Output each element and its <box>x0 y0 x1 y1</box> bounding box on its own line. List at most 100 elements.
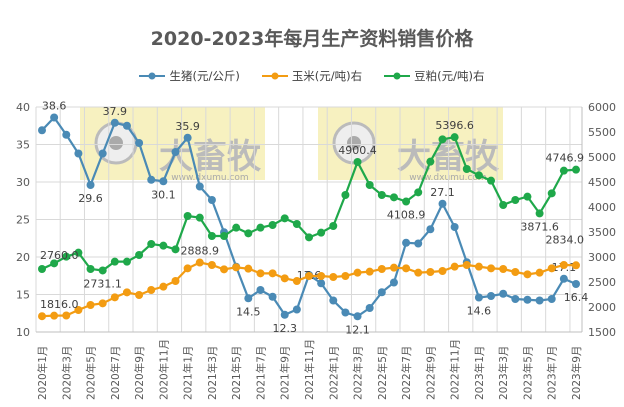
data-label: 14.5 <box>236 305 261 318</box>
data-point <box>426 268 435 276</box>
data-point <box>389 193 398 202</box>
legend-marker-icon <box>384 72 411 80</box>
data-point <box>305 272 313 280</box>
data-label: 16.4 <box>564 291 589 304</box>
data-point <box>268 269 277 278</box>
x-tick-label: 2022年5月 <box>376 346 389 400</box>
data-point <box>438 135 447 144</box>
data-label: 1816.0 <box>40 298 79 311</box>
data-point <box>122 288 131 297</box>
watermark-logo-icon <box>109 136 123 150</box>
y-left-tick-label: 35 <box>16 139 30 152</box>
data-point <box>135 251 144 259</box>
x-tick-label: 2022年3月 <box>352 346 365 400</box>
data-point <box>389 278 398 287</box>
data-label: 30.1 <box>151 188 176 201</box>
data-point <box>98 266 107 275</box>
data-point <box>511 295 520 303</box>
data-label: 4900.4 <box>338 144 377 157</box>
data-point <box>487 292 496 300</box>
data-label: 12.3 <box>272 322 297 335</box>
x-tick-label: 2021年3月 <box>206 346 219 400</box>
x-tick-label: 2021年5月 <box>230 346 243 400</box>
data-point <box>559 274 568 283</box>
data-label: 35.9 <box>175 120 200 133</box>
data-point <box>414 268 423 277</box>
x-tick-label: 2022年9月 <box>424 346 437 400</box>
data-point <box>426 157 435 166</box>
x-tick-label: 2022年7月 <box>400 346 413 400</box>
data-label: 38.6 <box>42 100 67 113</box>
y-left-tick-label: 20 <box>16 251 30 264</box>
data-point <box>462 261 471 269</box>
data-point <box>232 223 241 232</box>
x-tick-label: 2023年3月 <box>497 346 510 400</box>
data-point <box>195 182 204 191</box>
data-point <box>487 264 496 273</box>
data-point <box>135 139 144 147</box>
data-point <box>572 165 580 174</box>
data-point <box>86 181 95 189</box>
x-tick-label: 2021年7月 <box>254 346 267 400</box>
y-right-tick-label: 4000 <box>588 201 616 214</box>
legend-label: 玉米(元/吨)右 <box>291 69 363 83</box>
data-point <box>547 264 556 273</box>
data-point <box>499 289 508 298</box>
legend-item-soymeal: 豆粕(元/吨)右 <box>384 68 485 84</box>
y-right-tick-label: 1500 <box>588 326 616 339</box>
data-point <box>414 188 423 197</box>
y-right-tick-label: 3500 <box>588 226 616 239</box>
data-point <box>462 165 471 173</box>
data-point <box>535 209 544 218</box>
data-point <box>487 176 496 185</box>
y-left-tick-label: 10 <box>16 326 30 339</box>
y-left-tick-label: 30 <box>16 176 30 189</box>
data-point <box>86 265 95 273</box>
y-right-tick-label: 4500 <box>588 176 616 189</box>
data-point <box>256 286 265 294</box>
data-point <box>195 213 204 222</box>
data-point <box>365 304 374 312</box>
data-point <box>183 212 192 220</box>
data-point <box>147 286 156 294</box>
y-right-tick-label: 2000 <box>588 301 616 314</box>
data-point <box>341 191 350 199</box>
data-point <box>110 293 119 302</box>
y-left-tick-label: 40 <box>16 101 30 114</box>
data-point <box>232 263 241 272</box>
data-point <box>122 257 131 266</box>
data-point <box>402 238 411 247</box>
data-point <box>547 295 556 303</box>
data-label: 2731.1 <box>83 277 122 290</box>
legend-item-pig: 生猪(元/公斤) <box>139 68 240 84</box>
data-point <box>474 293 483 302</box>
data-point <box>377 288 386 297</box>
data-point <box>377 265 386 273</box>
data-point <box>329 273 338 281</box>
x-tick-label: 2020年5月 <box>85 346 98 400</box>
data-label: 2760.0 <box>40 249 79 262</box>
data-point <box>292 220 301 228</box>
watermark-url: www.dxumu.com <box>171 173 248 183</box>
data-point <box>329 296 338 305</box>
data-point <box>535 268 544 277</box>
data-point <box>220 232 229 240</box>
data-point <box>511 268 520 276</box>
data-point <box>98 299 107 308</box>
data-point <box>280 310 289 319</box>
data-point <box>341 308 350 317</box>
x-tick-label: 2023年7月 <box>546 346 559 400</box>
x-tick-label: 2021年9月 <box>279 346 292 400</box>
data-label: 14.6 <box>467 305 492 318</box>
data-point <box>50 259 59 268</box>
data-point <box>74 149 83 158</box>
y-right-tick-label: 6000 <box>588 101 616 114</box>
data-point <box>159 241 168 250</box>
data-point <box>523 295 532 304</box>
data-point <box>38 126 46 135</box>
data-point <box>499 265 508 273</box>
x-tick-label: 2020年9月 <box>133 346 146 400</box>
legend: 生猪(元/公斤) 玉米(元/吨)右 豆粕(元/吨)右 <box>0 68 624 84</box>
data-point <box>244 264 253 273</box>
